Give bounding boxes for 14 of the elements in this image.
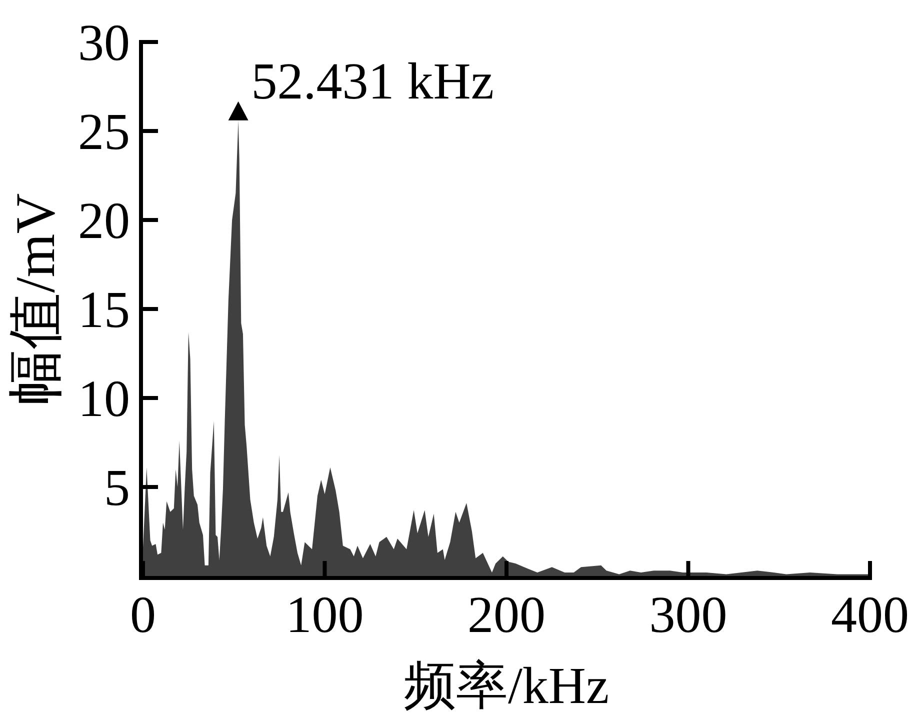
x-tick-label: 100 [286,587,364,644]
y-tick-label: 5 [104,460,130,518]
x-tick-label: 300 [649,587,728,644]
y-tick-label: 30 [78,15,130,72]
x-tick-label: 200 [468,587,546,644]
annotation: 52.431 kHz [251,53,494,110]
y-tick-label: 25 [78,104,130,162]
y-axis-title: 幅值/mV [5,193,67,405]
x-tick-label: 400 [831,587,909,644]
x-axis-title: 频率/kHz [404,658,610,715]
y-tick-label: 10 [78,371,130,428]
y-tick-label: 20 [78,193,130,250]
y-tick-label: 15 [78,282,130,340]
x-tick-label: 0 [130,587,156,644]
